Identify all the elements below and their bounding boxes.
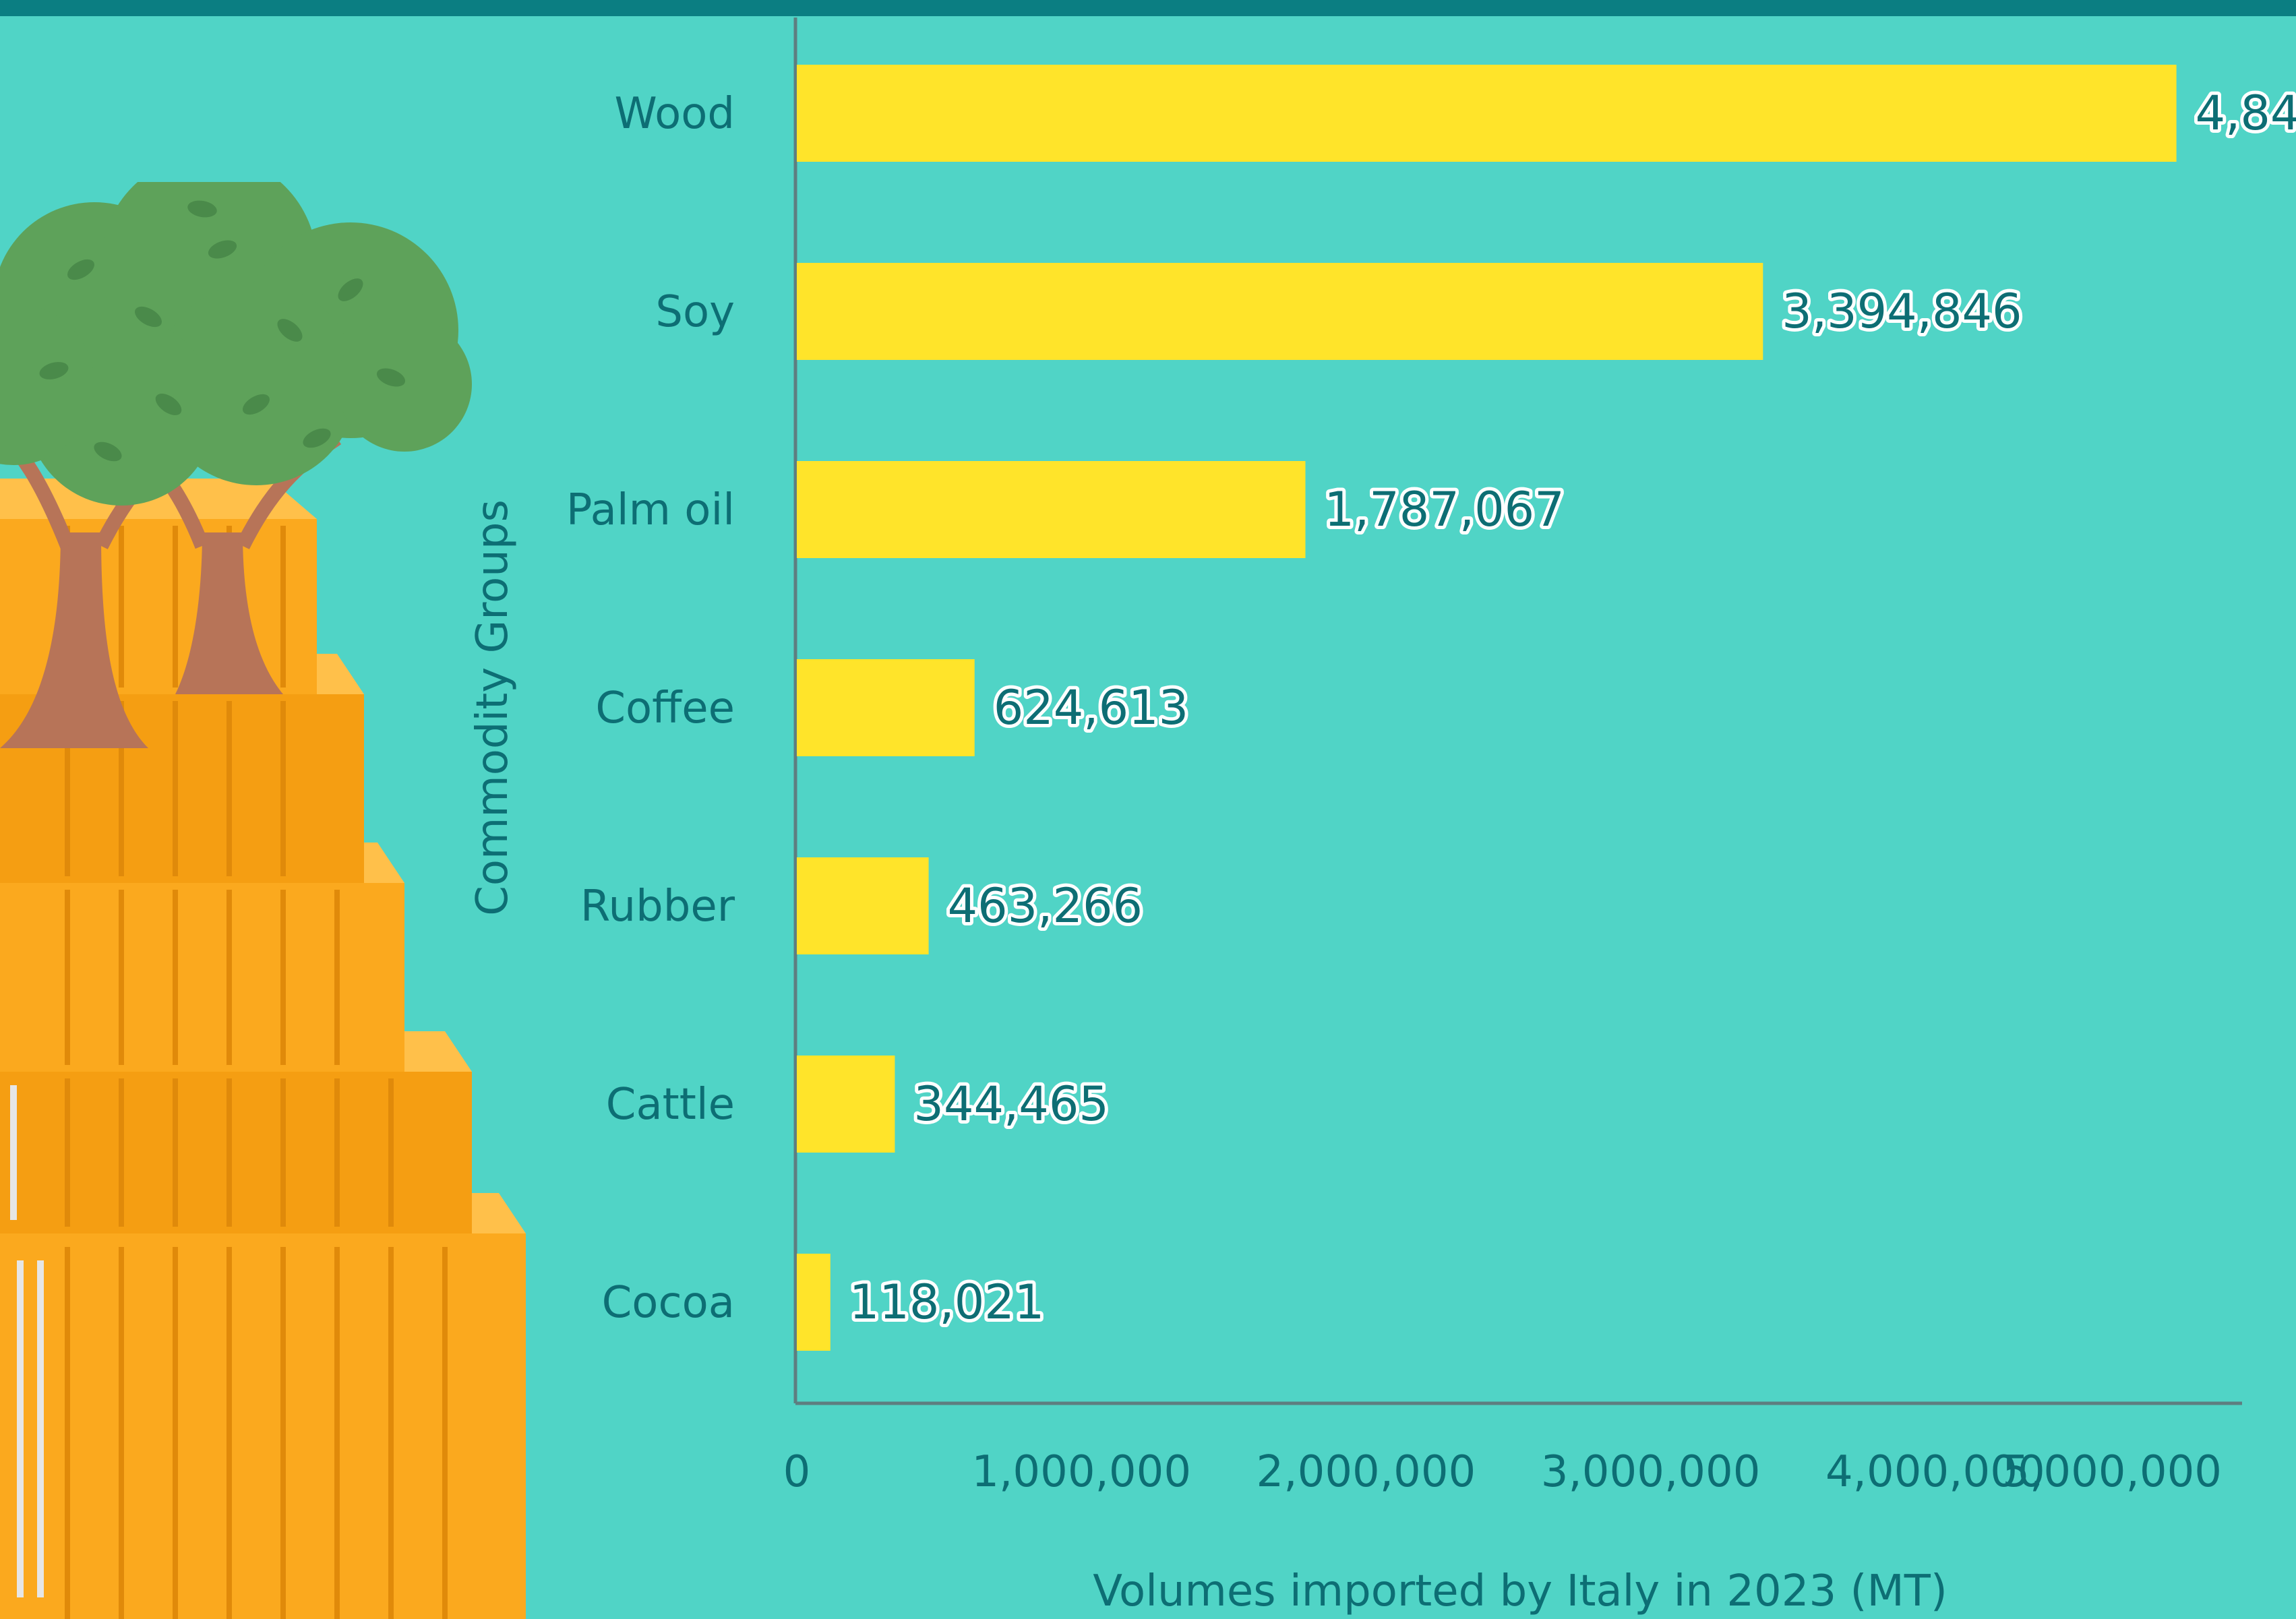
value-label-wood: 4,847,515 bbox=[2196, 86, 2296, 141]
category-label-palm-oil: Palm oil bbox=[566, 485, 735, 535]
x-axis-title: Volumes imported by Italy in 2023 (MT) bbox=[1093, 1566, 1947, 1616]
category-labels: Wood Soy Palm oil Coffee Rubber Cattle Cocoa bbox=[566, 89, 735, 1328]
illustration bbox=[0, 182, 526, 1619]
value-label-cattle: 344,465 bbox=[913, 1076, 1108, 1132]
bars-group bbox=[797, 65, 2177, 1351]
value-labels: 4,847,515 3,394,846 1,787,067 624,613 463,26… bbox=[846, 82, 2296, 1333]
value-label-rubber: 463,266 bbox=[948, 878, 1143, 934]
category-label-soy: Soy bbox=[655, 287, 735, 337]
category-label-coffee: Coffee bbox=[595, 683, 735, 733]
top-accent-bar bbox=[0, 0, 2296, 16]
x-tick-label: 5,000,000 bbox=[2002, 1447, 2222, 1497]
category-label-rubber: Rubber bbox=[580, 882, 735, 931]
y-axis-title: Commodity Groups bbox=[468, 499, 518, 916]
bar-cocoa bbox=[797, 1254, 830, 1351]
bar-palm-oil bbox=[797, 461, 1306, 558]
x-tick-label: 1,000,000 bbox=[971, 1447, 1191, 1497]
bar-rubber bbox=[797, 857, 929, 954]
bar-soy bbox=[797, 263, 1763, 360]
category-label-cattle: Cattle bbox=[606, 1080, 735, 1130]
x-tick-label: 0 bbox=[783, 1447, 811, 1497]
x-tick-label: 2,000,000 bbox=[1257, 1447, 1476, 1497]
bar-coffee bbox=[797, 659, 975, 756]
x-tick-label: 4,000,000 bbox=[1825, 1447, 2045, 1497]
value-label-coffee: 624,613 bbox=[994, 680, 1188, 735]
value-label-palm-oil: 1,787,067 bbox=[1324, 482, 1564, 537]
x-tick-labels: 0 1,000,000 2,000,000 3,000,000 4,000,0005,0… bbox=[783, 1447, 2222, 1497]
value-label-soy: 3,394,846 bbox=[1782, 284, 2022, 339]
category-label-wood: Wood bbox=[615, 89, 735, 139]
value-label-cocoa: 118,021 bbox=[849, 1275, 1044, 1330]
bar-cattle bbox=[797, 1056, 895, 1153]
bar-wood bbox=[797, 65, 2177, 162]
tree-icon bbox=[0, 182, 472, 748]
category-label-cocoa: Cocoa bbox=[602, 1278, 735, 1328]
x-tick-label: 3,000,000 bbox=[1541, 1447, 1761, 1497]
